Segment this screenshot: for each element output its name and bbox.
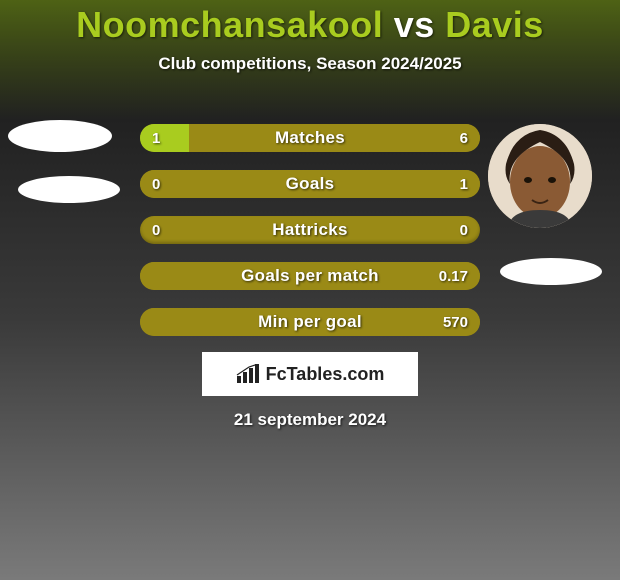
- stat-label: Goals per match: [140, 262, 480, 290]
- bar-chart-icon: [236, 364, 262, 384]
- title-right-player: Davis: [445, 4, 544, 45]
- stat-label: Hattricks: [140, 216, 480, 244]
- player-right-avatar: [488, 124, 592, 228]
- player-left-team-badge: [18, 176, 120, 203]
- comparison-bars: Matches16Goals01Hattricks00Goals per mat…: [140, 124, 480, 354]
- player-right-team-badge: [500, 258, 602, 285]
- page-subtitle: Club competitions, Season 2024/2025: [0, 54, 620, 74]
- stat-right-value: 570: [443, 308, 468, 336]
- stat-right-value: 1: [460, 170, 468, 198]
- date-footer: 21 september 2024: [0, 410, 620, 430]
- stat-row: Min per goal570: [140, 308, 480, 336]
- player-left-avatar: [8, 120, 112, 152]
- stat-left-value: 1: [152, 124, 160, 152]
- attribution-badge: FcTables.com: [202, 352, 418, 396]
- title-vs-separator: vs: [383, 4, 445, 45]
- stat-right-value: 6: [460, 124, 468, 152]
- stat-left-value: 0: [152, 170, 160, 198]
- attribution-text: FcTables.com: [266, 364, 385, 385]
- stat-right-value: 0: [460, 216, 468, 244]
- stat-row: Hattricks0 0: [140, 216, 480, 244]
- stat-row: Matches1 6: [140, 124, 480, 152]
- stat-row: Goals0 1: [140, 170, 480, 198]
- stat-label: Matches: [140, 124, 480, 152]
- stat-right-value: 0.17: [439, 262, 468, 290]
- page-title: Noomchansakool vs Davis: [0, 4, 620, 46]
- title-left-player: Noomchansakool: [76, 4, 383, 45]
- stat-label: Min per goal: [140, 308, 480, 336]
- stat-left-value: 0: [152, 216, 160, 244]
- stat-row: Goals per match0.17: [140, 262, 480, 290]
- stat-label: Goals: [140, 170, 480, 198]
